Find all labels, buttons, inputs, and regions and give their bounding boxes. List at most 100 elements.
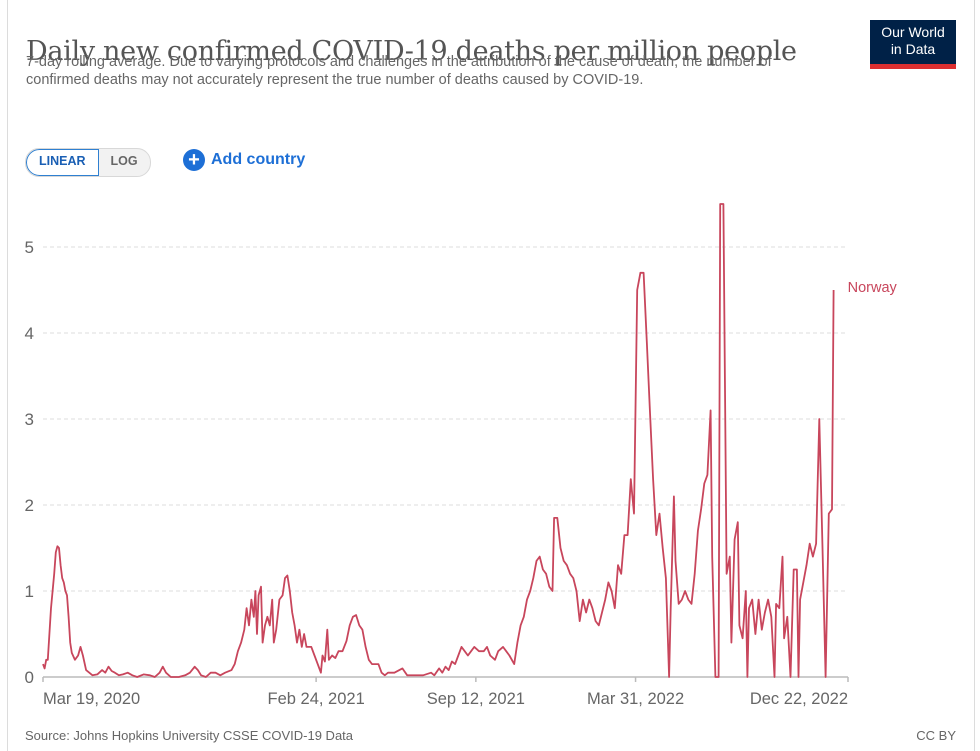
data-point <box>519 624 522 627</box>
data-point <box>741 637 744 640</box>
data-point <box>260 585 263 588</box>
data-point <box>728 555 731 558</box>
chart-subtitle: 7-day rolling average. Due to varying pr… <box>26 54 772 88</box>
x-tick-label: Sep 12, 2021 <box>427 690 525 708</box>
series-label[interactable]: Norway <box>848 280 898 296</box>
add-country-button[interactable]: + Add country <box>183 149 305 171</box>
data-point <box>316 663 319 666</box>
data-point <box>709 409 712 412</box>
data-point <box>319 671 322 674</box>
data-point <box>454 663 457 666</box>
data-point <box>811 555 814 558</box>
data-point <box>696 529 699 532</box>
data-point <box>757 598 760 601</box>
source-note[interactable]: Source: Johns Hopkins University CSSE CO… <box>25 728 354 743</box>
data-point <box>706 473 709 476</box>
data-point <box>59 564 62 567</box>
data-point <box>789 676 792 679</box>
data-point <box>50 607 53 610</box>
data-point <box>286 574 289 577</box>
data-point <box>161 665 164 668</box>
data-point <box>486 645 489 648</box>
data-point <box>658 512 661 515</box>
data-point <box>655 534 658 537</box>
data-point <box>482 650 485 653</box>
data-point <box>345 639 348 642</box>
data-point <box>351 615 354 618</box>
owid-logo[interactable]: Our World in Data <box>870 20 956 69</box>
license-label[interactable]: CC BY <box>916 728 956 743</box>
data-point <box>422 674 425 677</box>
data-point <box>548 585 551 588</box>
data-point <box>775 602 778 605</box>
data-point <box>783 637 786 640</box>
data-point <box>674 559 677 562</box>
data-point <box>636 289 639 292</box>
data-point <box>371 663 374 666</box>
data-point <box>669 607 672 610</box>
chart-title: Daily new confirmed COVID-19 deaths per … <box>26 36 797 68</box>
data-point <box>805 564 808 567</box>
data-point <box>406 674 409 677</box>
data-point <box>733 538 736 541</box>
data-point <box>831 508 834 511</box>
data-point <box>305 645 308 648</box>
chart-frame <box>7 0 975 751</box>
plus-circle-icon: + <box>183 149 205 171</box>
data-point <box>250 598 253 601</box>
data-point <box>96 673 99 676</box>
data-point <box>64 590 67 593</box>
data-point <box>278 598 281 601</box>
data-point <box>288 590 291 593</box>
data-point <box>200 674 203 677</box>
data-point <box>355 614 358 617</box>
data-point <box>668 676 671 679</box>
series-line-norway[interactable] <box>42 203 835 678</box>
data-point <box>617 564 620 567</box>
data-point <box>460 645 463 648</box>
data-point <box>652 478 655 481</box>
data-point <box>433 674 436 677</box>
log-scale-button[interactable]: LOG <box>110 154 138 168</box>
data-point <box>629 478 632 481</box>
x-tick-label: Mar 31, 2022 <box>587 690 684 708</box>
linear-scale-button[interactable]: LINEAR <box>26 149 99 176</box>
data-point <box>502 645 505 648</box>
data-point <box>48 633 51 636</box>
data-point <box>597 624 600 627</box>
data-point <box>444 665 447 668</box>
data-point <box>230 669 233 672</box>
data-point <box>672 495 675 498</box>
data-point <box>303 633 306 636</box>
data-point <box>196 669 199 672</box>
data-point <box>153 676 156 679</box>
data-point <box>165 671 168 674</box>
data-point <box>136 676 139 679</box>
data-point <box>489 654 492 657</box>
data-point <box>414 674 417 677</box>
data-point <box>77 654 80 657</box>
y-tick-label: 1 <box>25 582 34 601</box>
data-point <box>717 676 720 679</box>
data-point <box>300 645 303 648</box>
data-point <box>532 577 535 580</box>
data-point <box>184 674 187 677</box>
data-point <box>81 654 84 657</box>
data-point <box>693 572 696 575</box>
y-tick-label: 3 <box>25 410 34 429</box>
data-point <box>358 624 361 627</box>
data-point <box>117 674 120 677</box>
data-point <box>79 645 82 648</box>
data-point <box>224 671 227 674</box>
data-point <box>815 542 818 545</box>
data-point <box>591 607 594 610</box>
data-point <box>559 547 562 550</box>
data-point <box>821 542 824 545</box>
data-point <box>272 641 275 644</box>
data-point <box>54 551 57 554</box>
data-point <box>538 555 541 558</box>
data-point <box>827 512 830 515</box>
y-tick-label: 5 <box>25 238 34 257</box>
data-point <box>310 645 313 648</box>
data-point <box>387 671 390 674</box>
